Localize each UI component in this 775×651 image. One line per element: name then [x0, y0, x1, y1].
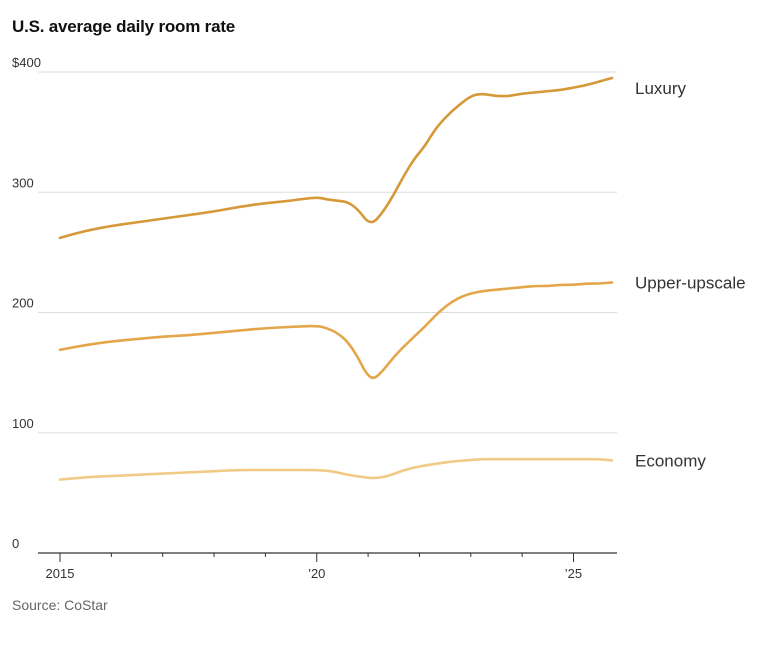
source-note: Source: CoStar	[12, 597, 108, 613]
x-axis: 2015 ’20 ’25	[38, 552, 617, 581]
y-tick-label: 200	[12, 296, 34, 311]
y-tick-label: 100	[12, 416, 34, 431]
series-line-luxury	[58, 76, 614, 240]
x-tick-label: 2015	[46, 566, 75, 581]
x-tick-label: ’25	[565, 566, 582, 581]
series-line-economy	[58, 457, 614, 481]
x-tick-label: ’20	[308, 566, 325, 581]
series-lines	[58, 76, 614, 481]
y-tick-label: 0	[12, 536, 19, 551]
series-label: Economy	[635, 451, 706, 470]
y-tick-label: 300	[12, 175, 34, 190]
y-axis-tick-labels: 0 100 200 300 $400	[12, 55, 41, 551]
chart-title: U.S. average daily room rate	[12, 17, 236, 36]
y-tick-label: $400	[12, 55, 41, 70]
series-label: Upper-upscale	[635, 273, 746, 292]
series-label: Luxury	[635, 79, 687, 98]
series-labels: Luxury Upper-upscale Economy	[635, 79, 746, 470]
series-line-upper-upscale	[58, 281, 614, 380]
gridlines	[38, 71, 617, 434]
